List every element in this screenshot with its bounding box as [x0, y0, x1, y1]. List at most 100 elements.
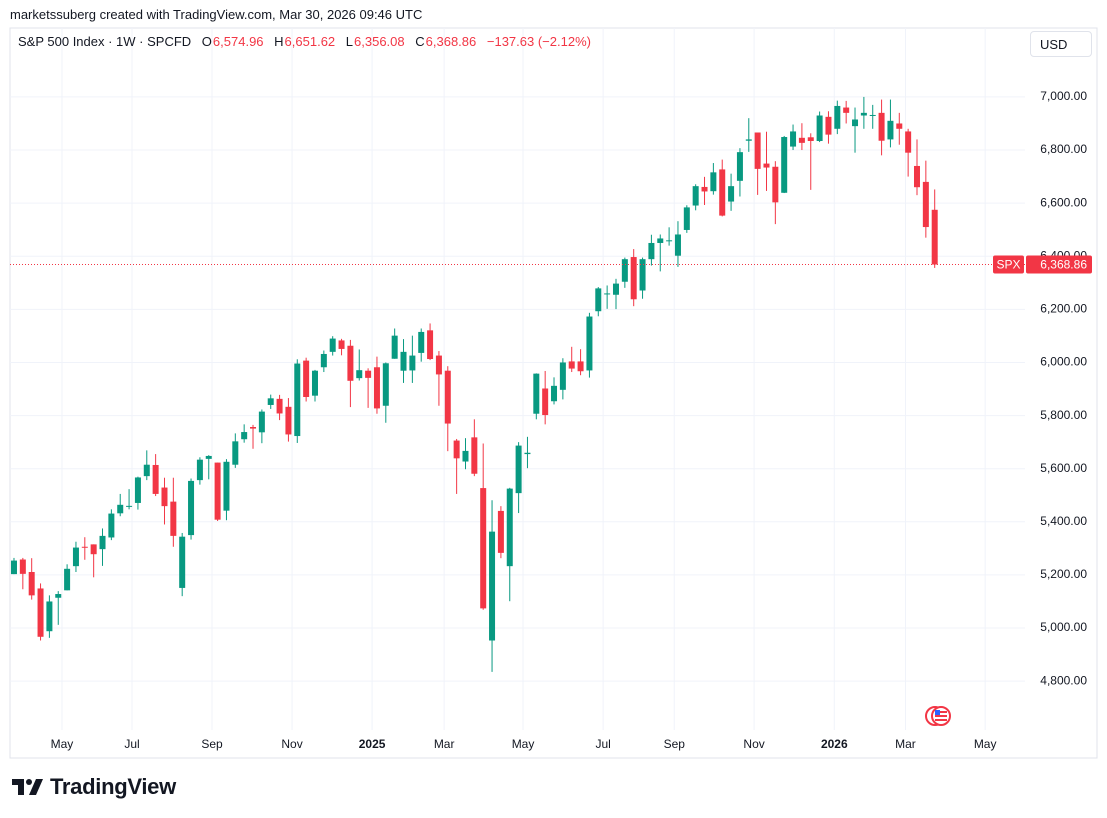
- candle-body: [64, 568, 71, 591]
- candle-body: [480, 488, 487, 609]
- symbol: S&P 500 Index · 1W · SPCFD: [18, 34, 192, 49]
- ohlc-label: O: [201, 34, 212, 49]
- candle-body: [179, 536, 186, 588]
- y-tick-label: 5,000.00: [1040, 620, 1087, 634]
- candle-body: [586, 316, 593, 371]
- x-tick-label: Jul: [595, 737, 610, 751]
- candle-body: [462, 450, 469, 462]
- ohlc-label: H: [274, 34, 284, 49]
- candle-body: [568, 361, 575, 369]
- candle-body: [365, 370, 372, 378]
- candle-body: [285, 406, 292, 435]
- candle-body: [471, 437, 478, 474]
- candle-body: [781, 137, 788, 193]
- candle-body: [825, 116, 832, 135]
- candle-body: [524, 452, 531, 455]
- candle-body: [267, 398, 274, 405]
- chart-frame: [9, 27, 1098, 759]
- x-tick-label: 2025: [359, 737, 386, 751]
- y-tick-label: 5,800.00: [1040, 408, 1087, 422]
- candle-body: [878, 112, 885, 141]
- candle-body: [754, 132, 761, 169]
- y-tick-label: 6,000.00: [1040, 355, 1087, 369]
- candle-body: [99, 535, 106, 550]
- candle-body: [931, 209, 938, 265]
- x-tick-label: May: [512, 737, 535, 751]
- candle-body: [81, 546, 88, 548]
- x-tick-label: 2026: [821, 737, 848, 751]
- candle-body: [551, 385, 558, 402]
- credit: marketssuberg created with TradingView.c…: [10, 7, 423, 22]
- candle-body: [542, 388, 549, 416]
- candle-body: [241, 432, 248, 440]
- y-tick-label: 5,400.00: [1040, 514, 1087, 528]
- brand-name: TradingView: [50, 774, 176, 799]
- candle-body: [55, 594, 62, 598]
- candle-body: [763, 163, 770, 168]
- x-tick-label: Nov: [743, 737, 764, 751]
- brand-logo: [12, 779, 43, 795]
- change: −137.63 (−2.12%): [486, 34, 591, 49]
- candle-body: [701, 186, 708, 192]
- currency-button[interactable]: USD: [1030, 31, 1092, 57]
- candle-body: [453, 440, 460, 459]
- candle-body: [338, 340, 345, 349]
- ohlc-value: 6,574.96: [212, 34, 264, 49]
- candle-body: [10, 560, 17, 575]
- candle-body: [843, 107, 850, 113]
- candle-body: [117, 504, 124, 514]
- candle-body: [798, 137, 805, 143]
- candle-body: [152, 464, 159, 494]
- last-value: 6,368.86: [1040, 258, 1087, 272]
- candle-body: [621, 259, 628, 282]
- candle-body: [250, 427, 257, 429]
- candle-body: [887, 120, 894, 140]
- candle-body: [559, 362, 566, 390]
- y-tick-label: 6,200.00: [1040, 302, 1087, 316]
- candle-body: [126, 505, 133, 507]
- candle-body: [577, 361, 584, 372]
- candle-body: [860, 112, 867, 116]
- candle-body: [852, 119, 859, 127]
- x-tick-label: Nov: [281, 737, 302, 751]
- candle-body: [400, 351, 407, 371]
- ohlc-value: 6,651.62: [284, 34, 336, 49]
- candle-body: [320, 353, 327, 368]
- candle-body: [869, 114, 876, 116]
- candle-body: [772, 166, 779, 203]
- grid: [10, 28, 1025, 730]
- ohlc-value: 6,356.08: [354, 34, 405, 49]
- candle-body: [595, 288, 602, 312]
- candle-body: [382, 363, 389, 406]
- x-tick-label: May: [51, 737, 74, 751]
- candle-body: [913, 165, 920, 188]
- candle-body: [90, 544, 97, 555]
- candle-body: [489, 531, 496, 641]
- candle-body: [728, 186, 735, 202]
- candle-body: [258, 411, 265, 433]
- candle-body: [329, 338, 336, 352]
- candle-body: [134, 477, 141, 503]
- candle-body: [409, 355, 416, 371]
- candle-body: [391, 335, 398, 359]
- candle-body: [497, 510, 504, 553]
- candle-body: [683, 207, 690, 230]
- candle-body: [604, 293, 611, 295]
- candle-body: [161, 487, 168, 507]
- candle-body: [435, 355, 442, 375]
- candle-body: [612, 283, 619, 295]
- candle-body: [19, 559, 26, 574]
- candle-body: [232, 441, 239, 465]
- candle-body: [639, 259, 646, 291]
- candle-body: [648, 242, 655, 260]
- candle-body: [37, 588, 44, 637]
- candle-body: [657, 238, 664, 243]
- candle-body: [666, 240, 673, 242]
- candle-body: [108, 513, 115, 538]
- candle-body: [303, 360, 310, 397]
- candle-body: [790, 131, 797, 147]
- candle-body: [896, 123, 903, 129]
- candle-body: [188, 480, 195, 536]
